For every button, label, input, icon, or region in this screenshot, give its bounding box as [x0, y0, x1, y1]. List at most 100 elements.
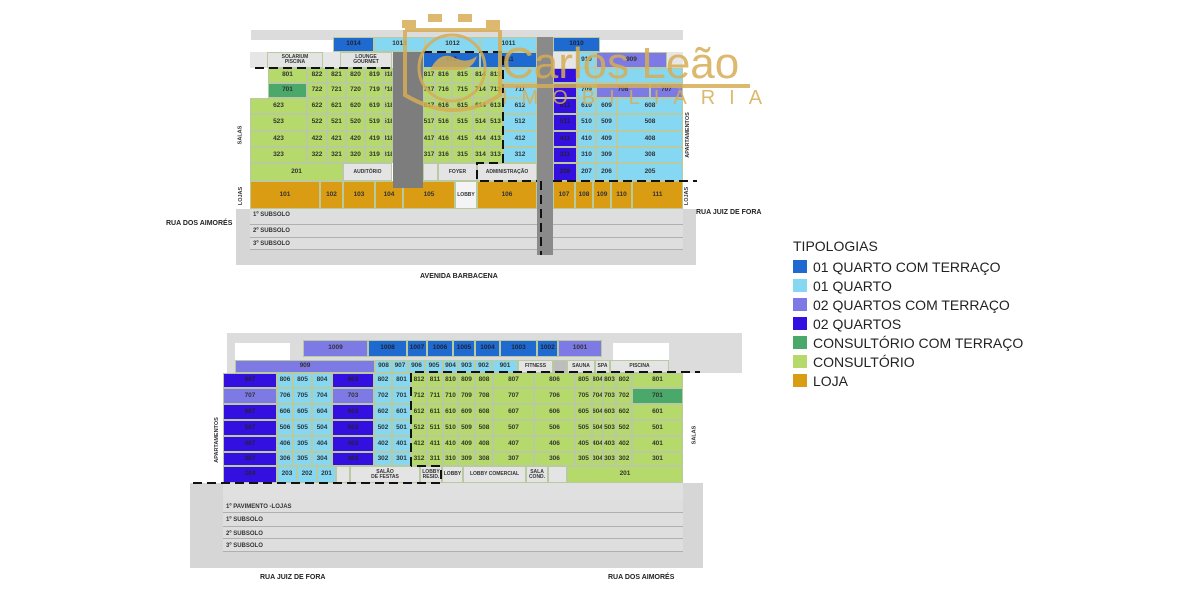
unit-cell[interactable]: 806: [534, 373, 575, 388]
unit-cell[interactable]: 803: [603, 373, 616, 388]
unit-cell[interactable]: 409: [458, 436, 475, 452]
unit-cell[interactable]: 713: [488, 83, 503, 98]
unit-cell[interactable]: [617, 68, 683, 83]
unit-cell[interactable]: 701: [632, 388, 683, 404]
unit-cell[interactable]: 415: [452, 131, 473, 147]
unit-cell[interactable]: 809: [458, 373, 475, 388]
unit-cell[interactable]: 506: [277, 420, 293, 436]
unit-cell[interactable]: 101: [250, 181, 320, 209]
unit-cell[interactable]: 1003: [500, 340, 537, 357]
unit-cell[interactable]: 702: [616, 388, 632, 404]
unit-cell[interactable]: 206: [596, 163, 617, 181]
unit-cell[interactable]: 804: [592, 373, 603, 388]
unit-cell[interactable]: 814: [473, 68, 488, 83]
unit-cell[interactable]: 109: [593, 181, 611, 209]
unit-cell[interactable]: 502: [616, 420, 632, 436]
unit-cell[interactable]: 817: [423, 68, 435, 83]
unit-cell[interactable]: 315: [452, 147, 473, 163]
unit-cell[interactable]: 608: [617, 98, 683, 114]
unit-cell[interactable]: 501: [392, 420, 411, 436]
unit-cell[interactable]: 818: [384, 68, 393, 83]
unit-cell[interactable]: 401: [392, 436, 411, 452]
unit-cell[interactable]: 402: [374, 436, 392, 452]
unit-cell[interactable]: 309: [458, 452, 475, 466]
unit-cell[interactable]: 311: [427, 452, 443, 466]
unit-cell[interactable]: 617: [423, 98, 435, 114]
unit-cell[interactable]: [553, 68, 577, 83]
unit-cell[interactable]: 801: [632, 373, 683, 388]
unit-cell[interactable]: 407: [223, 436, 277, 452]
unit-cell[interactable]: 708: [596, 83, 650, 98]
unit-cell[interactable]: 722: [307, 83, 327, 98]
unit-cell[interactable]: 511: [427, 420, 443, 436]
unit-cell[interactable]: 1010: [553, 37, 600, 52]
unit-cell[interactable]: 508: [617, 114, 683, 131]
unit-cell[interactable]: 410: [443, 436, 458, 452]
unit-cell[interactable]: 805: [575, 373, 592, 388]
common-area[interactable]: SAUNA: [567, 360, 595, 373]
unit-cell[interactable]: 603: [603, 404, 616, 420]
unit-cell[interactable]: 615: [452, 98, 473, 114]
unit-cell[interactable]: 103: [343, 181, 375, 209]
unit-cell[interactable]: 815: [452, 68, 473, 83]
unit-cell[interactable]: 411: [427, 436, 443, 452]
common-area[interactable]: LOBBY: [442, 466, 463, 483]
unit-cell[interactable]: 519: [365, 114, 384, 131]
unit-cell[interactable]: 407: [493, 436, 534, 452]
unit-cell[interactable]: 813: [488, 68, 503, 83]
unit-cell[interactable]: 720: [346, 83, 365, 98]
common-area[interactable]: LOBBY COMERCIAL: [463, 466, 526, 483]
unit-cell[interactable]: 403: [332, 436, 374, 452]
unit-cell[interactable]: 1012: [425, 37, 480, 52]
unit-cell[interactable]: 511: [553, 114, 577, 131]
unit-cell[interactable]: 421: [327, 131, 346, 147]
unit-cell[interactable]: 711: [503, 83, 537, 98]
unit-cell[interactable]: 303: [332, 452, 374, 466]
unit-cell[interactable]: 322: [307, 147, 327, 163]
unit-cell[interactable]: 715: [452, 83, 473, 98]
unit-cell[interactable]: 711: [427, 388, 443, 404]
unit-cell[interactable]: 412: [503, 131, 537, 147]
unit-cell[interactable]: 618: [384, 98, 393, 114]
unit-cell[interactable]: 108: [575, 181, 593, 209]
unit-cell[interactable]: 611: [427, 404, 443, 420]
unit-cell[interactable]: 622: [307, 98, 327, 114]
unit-cell[interactable]: 811: [427, 373, 443, 388]
unit-cell[interactable]: 721: [327, 83, 346, 98]
common-area[interactable]: LOBBY RESID.: [420, 466, 442, 483]
unit-cell[interactable]: 516: [435, 114, 452, 131]
common-area[interactable]: [336, 466, 350, 483]
unit-cell[interactable]: 307: [223, 452, 277, 466]
unit-cell[interactable]: 1002: [537, 340, 558, 357]
common-area[interactable]: AUDITÓRIO: [343, 163, 392, 181]
unit-cell[interactable]: 804: [312, 373, 332, 388]
unit-cell[interactable]: 608: [475, 404, 493, 420]
unit-cell[interactable]: 509: [458, 420, 475, 436]
unit-cell[interactable]: 612: [503, 98, 537, 114]
unit-cell[interactable]: 704: [312, 388, 332, 404]
common-area[interactable]: [548, 466, 567, 483]
unit-cell[interactable]: 609: [596, 98, 617, 114]
common-area[interactable]: SOLARIUM PISCINA: [267, 52, 323, 68]
unit-cell[interactable]: 306: [277, 452, 293, 466]
unit-cell[interactable]: 517: [423, 114, 435, 131]
unit-cell[interactable]: 610: [443, 404, 458, 420]
unit-cell[interactable]: 319: [365, 147, 384, 163]
unit-cell[interactable]: 403: [603, 436, 616, 452]
unit-cell[interactable]: 523: [250, 114, 307, 131]
unit-cell[interactable]: 716: [435, 83, 452, 98]
unit-cell[interactable]: 909: [235, 360, 375, 373]
unit-cell[interactable]: [503, 68, 537, 83]
unit-cell[interactable]: 706: [277, 388, 293, 404]
unit-cell[interactable]: 410: [577, 131, 596, 147]
unit-cell[interactable]: 406: [534, 436, 575, 452]
unit-cell[interactable]: 513: [488, 114, 503, 131]
unit-cell[interactable]: 317: [423, 147, 435, 163]
unit-cell[interactable]: 909: [596, 52, 667, 68]
unit-cell[interactable]: 309: [596, 147, 617, 163]
unit-cell[interactable]: 308: [617, 147, 683, 163]
unit-cell[interactable]: 911: [480, 52, 537, 68]
unit-cell[interactable]: 802: [616, 373, 632, 388]
unit-cell[interactable]: 604: [592, 404, 603, 420]
unit-cell[interactable]: 619: [365, 98, 384, 114]
